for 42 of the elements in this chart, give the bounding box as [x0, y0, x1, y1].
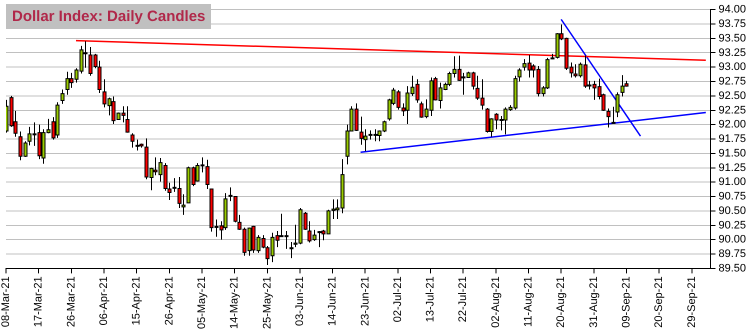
y-tick-label: 90.50: [718, 204, 746, 217]
x-tick-label: 06-Apr-21: [98, 276, 110, 326]
x-tick-label: 02-Jul-21: [392, 276, 404, 322]
y-tick-label: 92.00: [718, 118, 746, 131]
y-tick-label: 91.00: [718, 176, 746, 188]
x-tick-label: 11-Aug-21: [522, 276, 535, 327]
x-tick-label: 08-Mar-21: [0, 276, 12, 328]
y-tick-label: 91.25: [718, 162, 746, 174]
y-tick-label: 89.50: [718, 262, 746, 274]
x-tick-label: 20-Sep-21: [653, 276, 666, 328]
x-tick-label: 05-May-21: [196, 276, 208, 329]
y-tick-label: 92.75: [718, 76, 746, 88]
y-tick-label: 92.50: [718, 90, 746, 102]
x-tick-label: 09-Sep-21: [620, 276, 633, 328]
y-tick-label: 93.25: [718, 46, 746, 59]
x-tick-label: 26-Mar-21: [65, 276, 78, 328]
y-tick-label: 90.25: [718, 219, 746, 232]
x-tick-label: 22-Jul-21: [457, 276, 470, 322]
x-tick-label: 31-Aug-21: [588, 276, 600, 328]
x-tick-label: 14-May-21: [228, 276, 241, 329]
y-tick-label: 91.75: [718, 133, 746, 146]
x-tick-label: 23-Jun-21: [359, 276, 372, 326]
y-tick-label: 90.75: [718, 190, 746, 203]
y-tick-label: 93.75: [718, 18, 746, 30]
x-tick-label: 20-Aug-21: [555, 276, 568, 328]
x-tick-label: 03-Jun-21: [294, 276, 306, 326]
x-tick-label: 14-Jun-21: [326, 276, 339, 326]
x-tick-label: 29-Sep-21: [686, 276, 698, 328]
y-tick-label: 94.00: [718, 4, 746, 16]
y-tick-label: 92.25: [718, 104, 746, 116]
y-tick-label: 93.50: [718, 32, 746, 44]
x-tick-label: 26-Apr-21: [163, 276, 176, 326]
x-tick-label: 15-Apr-21: [130, 276, 143, 326]
x-tick-label: 02-Aug-21: [490, 276, 502, 328]
y-tick-label: 90.00: [718, 234, 746, 246]
x-tick-label: 17-Mar-21: [32, 276, 45, 328]
x-tick-label: 13-Jul-21: [424, 276, 437, 322]
x-tick-label: 25-May-21: [261, 276, 274, 329]
y-tick-label: 89.75: [718, 248, 746, 260]
y-tick-label: 93.00: [718, 61, 746, 74]
chart-title: Dollar Index: Daily Candles: [6, 4, 212, 29]
y-tick-label: 91.50: [718, 147, 746, 160]
